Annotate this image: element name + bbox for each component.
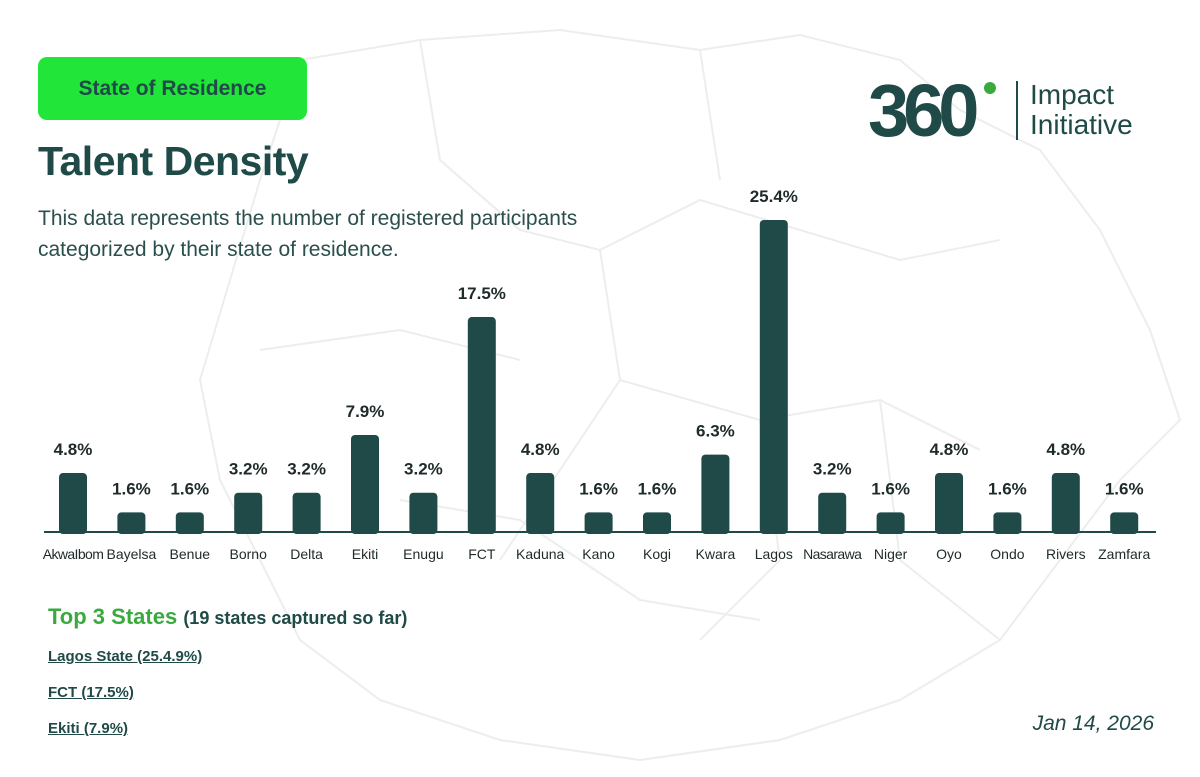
bar-benue: [175, 512, 204, 534]
category-label: Niger: [874, 546, 908, 562]
page-subtitle: This data represents the number of regis…: [38, 203, 678, 265]
360-logo-mark: 360: [868, 78, 1018, 148]
bar-zamfara: [1110, 512, 1139, 534]
top-state-link[interactable]: FCT (17.5%): [48, 684, 134, 701]
bar-ekiti: [351, 434, 379, 534]
bar-lagos: [759, 220, 788, 534]
bar-fct: [467, 317, 496, 534]
top-state-link[interactable]: Lagos State (25.4.9%): [48, 648, 203, 665]
category-label: Benue: [170, 546, 211, 562]
data-label: 25.4%: [750, 187, 798, 206]
data-label: 6.3%: [696, 422, 735, 441]
data-label: 1.6%: [988, 479, 1027, 498]
top-states-heading: Top 3 States (19 states captured so far): [48, 604, 407, 630]
data-label: 3.2%: [813, 460, 852, 479]
talent-density-bar-chart: 4.8% AkwaIbom 1.6% Bayelsa 1.6% Benue 3.2% Born…: [43, 187, 1156, 562]
category-label: Borno: [230, 546, 268, 562]
bar-niger: [876, 512, 905, 534]
data-label: 1.6%: [579, 479, 618, 498]
logo-mark-text: 360: [868, 78, 977, 148]
data-label: 17.5%: [458, 284, 506, 303]
category-label: Zamfara: [1098, 546, 1150, 562]
top-states-heading-tail: (19 states captured so far): [183, 608, 408, 628]
report-date: Jan 14, 2026: [1032, 712, 1154, 735]
logo-wordmark-line: Impact: [1030, 79, 1115, 110]
logo-dot-icon: [984, 82, 996, 94]
category-label: Delta: [290, 546, 323, 562]
bar-kano: [584, 512, 613, 534]
subtitle-line: This data represents the number of regis…: [38, 207, 578, 230]
bar-bayelsa: [117, 512, 146, 534]
subtitle-line: categorized by their state of residence.: [38, 238, 399, 261]
data-label: 3.2%: [229, 460, 268, 479]
category-label: Ondo: [990, 546, 1024, 562]
category-label: AkwaIbom: [43, 546, 104, 562]
page-title: Talent Density: [38, 138, 309, 184]
category-label: Enugu: [403, 546, 443, 562]
bar-rivers: [1051, 473, 1080, 534]
data-label: 1.6%: [170, 479, 209, 498]
logo-wordmark-line: Initiative: [1030, 109, 1133, 140]
data-label: 4.8%: [1046, 440, 1085, 459]
category-label: Kogi: [643, 546, 671, 562]
section-badge: State of Residence: [38, 57, 307, 120]
category-label: Nasarawa: [803, 546, 862, 562]
bar-ondo: [993, 512, 1022, 534]
category-label: Kaduna: [516, 546, 564, 562]
bar-kaduna: [526, 473, 555, 534]
data-label: 1.6%: [871, 479, 910, 498]
category-label: Kwara: [696, 546, 736, 562]
data-label: 3.2%: [287, 460, 326, 479]
data-label: 4.8%: [930, 440, 969, 459]
data-label: 1.6%: [638, 479, 677, 498]
bar-oyo: [935, 473, 963, 534]
bar-kwara: [701, 454, 730, 534]
top-state-link[interactable]: Ekiti (7.9%): [48, 720, 129, 737]
data-label: 1.6%: [112, 479, 151, 498]
category-label: Rivers: [1046, 546, 1086, 562]
data-label: 1.6%: [1105, 479, 1144, 498]
category-label: Ekiti: [352, 546, 378, 562]
top-states-heading-lead: Top 3 States: [48, 604, 178, 629]
category-label: Lagos: [755, 546, 793, 562]
bar-enugu: [409, 492, 438, 534]
category-label: Kano: [582, 546, 615, 562]
bar-akwaibom: [59, 473, 87, 534]
category-label: FCT: [468, 546, 496, 562]
data-label: 3.2%: [404, 460, 443, 479]
data-label: 4.8%: [54, 440, 93, 459]
category-label: Oyo: [936, 546, 962, 562]
data-label: 7.9%: [346, 402, 385, 421]
bar-borno: [234, 492, 263, 534]
bar-nasarawa: [818, 492, 847, 534]
logo-wordmark: Impact Initiative: [1030, 80, 1133, 140]
bar-kogi: [643, 512, 671, 534]
category-label: Bayelsa: [106, 546, 156, 562]
data-label: 4.8%: [521, 440, 560, 459]
bar-delta: [292, 492, 321, 534]
